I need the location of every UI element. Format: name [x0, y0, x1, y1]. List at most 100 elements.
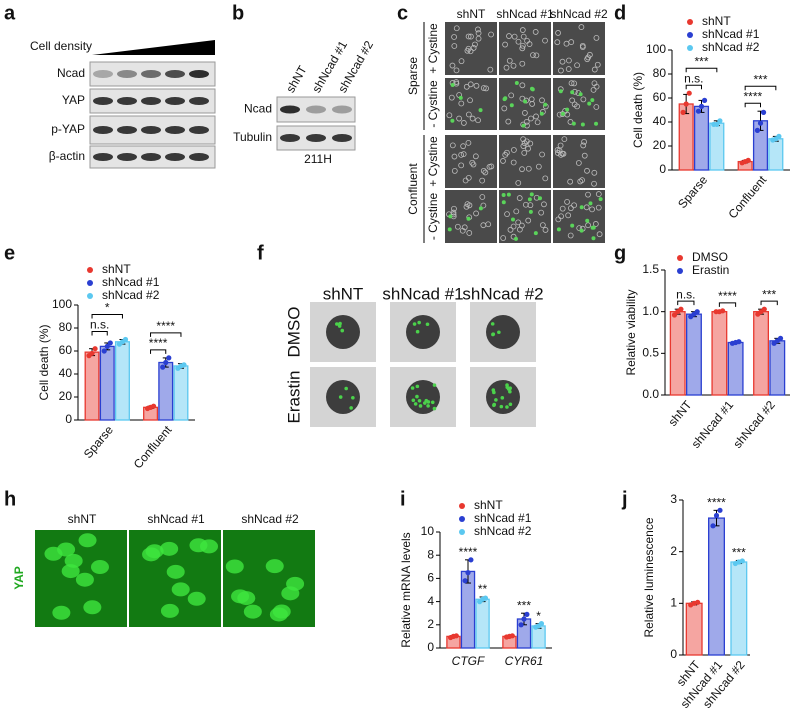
y-axis-title: Cell death (%) — [631, 72, 645, 148]
dead-cell — [412, 322, 417, 326]
dead-cell — [533, 231, 538, 236]
dead-cell — [571, 121, 576, 126]
dead-cell — [594, 121, 599, 126]
cell — [458, 100, 465, 107]
cell — [510, 223, 517, 230]
cell — [525, 217, 532, 224]
cell — [589, 206, 595, 213]
data-point — [163, 359, 169, 366]
y-tick-label: 3 — [670, 492, 677, 506]
y-axis-title: Cell death (%) — [37, 324, 51, 400]
cell — [515, 38, 522, 45]
cell — [475, 117, 481, 124]
significance-bracket — [744, 85, 777, 91]
cell — [467, 97, 473, 104]
legend-label: shNT — [102, 262, 131, 276]
data-point — [776, 133, 782, 139]
panel-label: h — [4, 488, 16, 510]
image-column-label: shNcad #2 — [550, 7, 608, 21]
image-column-label: shNcad #1 — [147, 512, 205, 526]
nucleus — [44, 546, 63, 561]
significance-bracket — [685, 84, 702, 90]
data-point — [150, 403, 157, 409]
cell — [480, 167, 487, 174]
nucleus — [160, 541, 179, 556]
x-tick-label: Sparse — [81, 423, 116, 461]
blot-band — [117, 97, 137, 105]
cell — [519, 166, 525, 173]
cell — [567, 178, 574, 185]
significance: **** — [156, 319, 175, 333]
cell — [468, 33, 474, 40]
cell — [453, 79, 460, 85]
cell — [506, 33, 512, 39]
cell — [475, 35, 482, 42]
cell — [558, 67, 564, 74]
data-point — [713, 512, 720, 519]
cell — [565, 212, 572, 219]
cell — [453, 25, 460, 32]
cell — [503, 149, 510, 156]
significance: *** — [694, 54, 708, 68]
legend-label: Erastin — [692, 263, 729, 277]
dead-cell — [513, 236, 518, 241]
dead-cell — [423, 401, 427, 405]
cell — [520, 136, 527, 143]
cell — [576, 225, 583, 232]
y-tick-label: 80 — [59, 320, 73, 334]
cell — [525, 165, 532, 172]
significance: * — [105, 301, 110, 315]
panel-label: d — [614, 2, 626, 24]
dead-cell — [585, 218, 590, 223]
bar — [711, 311, 728, 396]
cell — [526, 41, 533, 47]
image-column-label: shNT — [457, 7, 486, 21]
dead-cell — [426, 400, 431, 404]
blot-band — [93, 97, 113, 105]
cell — [461, 224, 468, 231]
significance: ** — [478, 582, 488, 596]
cell — [483, 85, 490, 92]
y-tick-label: 2 — [427, 617, 434, 631]
cell — [542, 37, 548, 44]
dead-cell — [417, 320, 421, 325]
dead-cell — [508, 402, 513, 407]
cell — [585, 191, 591, 198]
image-column-label: shNT — [68, 512, 97, 526]
nucleus — [189, 538, 208, 553]
cell — [470, 161, 477, 168]
dead-cell — [491, 332, 495, 337]
dead-cell — [521, 123, 526, 128]
cell — [449, 62, 456, 69]
dead-cell — [508, 389, 512, 394]
blot-band — [141, 70, 161, 78]
dead-cell — [478, 206, 483, 211]
blot-band — [117, 70, 137, 78]
cell — [463, 203, 470, 210]
bar — [669, 311, 686, 396]
data-point — [754, 127, 761, 133]
cell — [487, 66, 494, 73]
stain-label: YAP — [12, 566, 26, 590]
blot-band — [165, 153, 185, 161]
legend-marker — [687, 45, 693, 51]
blot-band — [189, 97, 209, 105]
legend-label: shNT — [702, 14, 731, 28]
cell — [530, 52, 536, 59]
cell — [591, 169, 598, 176]
cell — [479, 177, 486, 184]
y-tick-label: 40 — [59, 366, 73, 380]
bar — [114, 341, 130, 421]
cell — [456, 115, 463, 122]
y-tick-label: 0 — [670, 647, 677, 661]
cell — [507, 226, 514, 233]
significance: n.s. — [684, 71, 703, 85]
cell — [449, 142, 456, 149]
blot-row-label: Tubulin — [233, 130, 272, 144]
cell — [451, 153, 458, 160]
y-tick-label: 80 — [653, 66, 667, 80]
cell — [488, 31, 494, 38]
significance-bracket — [760, 300, 778, 306]
legend-label: DMSO — [692, 250, 728, 264]
dead-cell — [588, 201, 593, 206]
